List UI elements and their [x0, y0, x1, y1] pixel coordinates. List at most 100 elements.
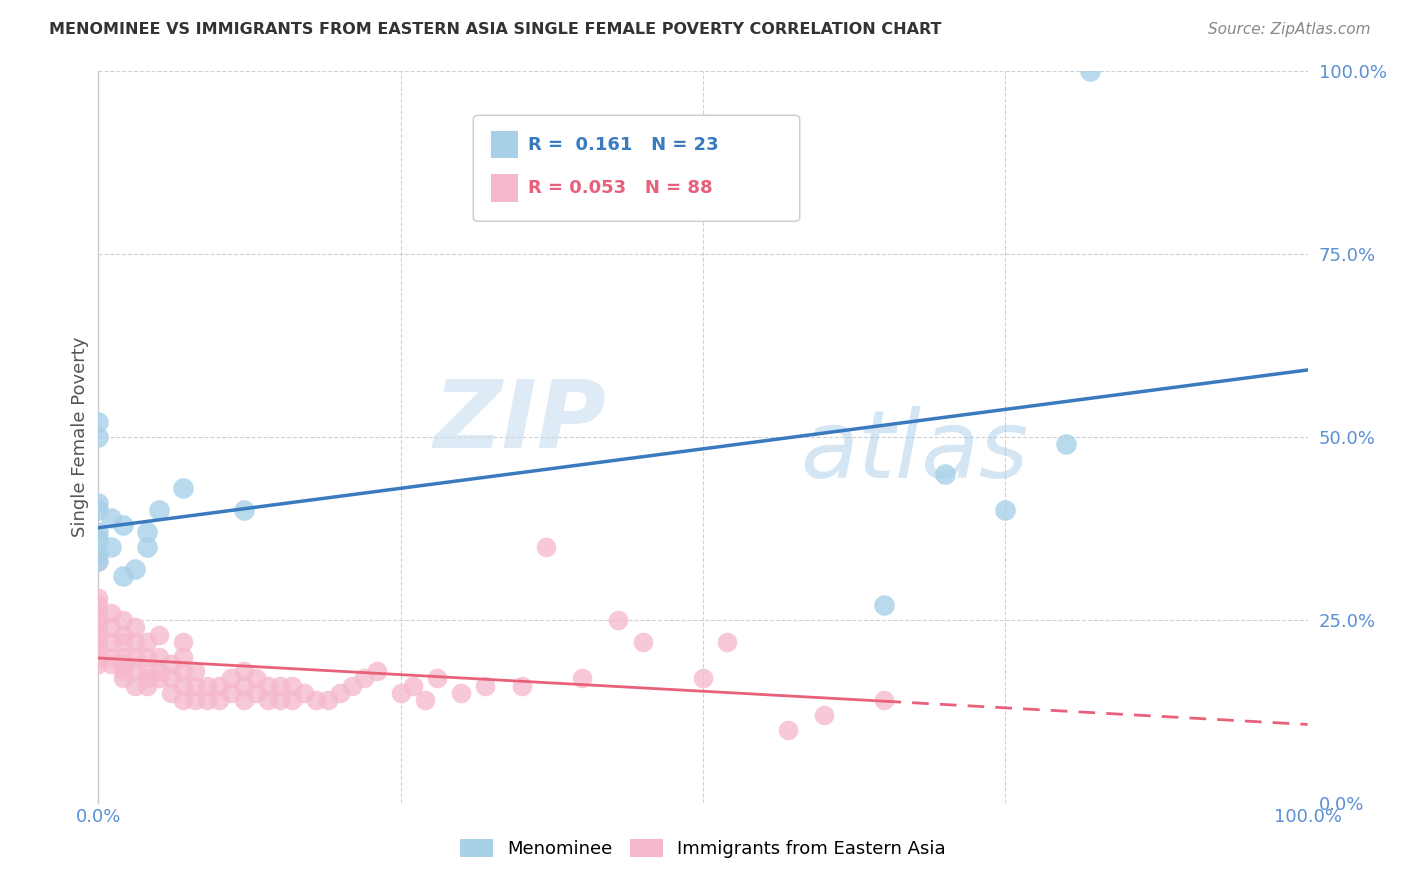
Point	[124, 635, 146, 649]
Point	[111, 657, 134, 671]
Point	[256, 693, 278, 707]
FancyBboxPatch shape	[474, 115, 800, 221]
Point	[873, 599, 896, 613]
Point	[111, 627, 134, 641]
Point	[87, 416, 110, 430]
Point	[292, 686, 315, 700]
Point	[135, 679, 157, 693]
Point	[813, 708, 835, 723]
Point	[87, 533, 110, 547]
Point	[135, 649, 157, 664]
Point	[571, 672, 593, 686]
Point	[716, 635, 738, 649]
Point	[100, 540, 122, 554]
Point	[87, 554, 110, 568]
Point	[100, 606, 122, 620]
Point	[195, 693, 218, 707]
Point	[135, 672, 157, 686]
Point	[172, 635, 194, 649]
Point	[269, 693, 291, 707]
Point	[873, 693, 896, 707]
Point	[124, 679, 146, 693]
Point	[87, 496, 110, 510]
Point	[256, 679, 278, 693]
Point	[148, 627, 170, 641]
Point	[87, 635, 110, 649]
Point	[232, 693, 254, 707]
Point	[994, 503, 1017, 517]
Point	[87, 613, 110, 627]
Point	[281, 693, 304, 707]
Point	[87, 657, 110, 671]
Point	[776, 723, 799, 737]
Point	[111, 672, 134, 686]
Point	[172, 679, 194, 693]
Point	[87, 554, 110, 568]
Point	[221, 672, 243, 686]
Point	[124, 664, 146, 678]
Text: R =  0.161   N = 23: R = 0.161 N = 23	[527, 136, 718, 153]
Point	[366, 664, 388, 678]
FancyBboxPatch shape	[492, 130, 517, 159]
Point	[87, 525, 110, 540]
Point	[342, 679, 364, 693]
Point	[87, 430, 110, 444]
Point	[232, 503, 254, 517]
Point	[100, 620, 122, 634]
Text: MENOMINEE VS IMMIGRANTS FROM EASTERN ASIA SINGLE FEMALE POVERTY CORRELATION CHAR: MENOMINEE VS IMMIGRANTS FROM EASTERN ASI…	[49, 22, 942, 37]
Point	[87, 627, 110, 641]
Text: atlas: atlas	[800, 406, 1028, 497]
Point	[135, 635, 157, 649]
Point	[221, 686, 243, 700]
Point	[172, 693, 194, 707]
Point	[426, 672, 449, 686]
Point	[934, 467, 956, 481]
Point	[607, 613, 630, 627]
Point	[111, 635, 134, 649]
Text: ZIP: ZIP	[433, 376, 606, 468]
Point	[184, 664, 207, 678]
Point	[160, 686, 183, 700]
Point	[148, 672, 170, 686]
Point	[160, 657, 183, 671]
Point	[100, 510, 122, 524]
Point	[124, 620, 146, 634]
Point	[208, 693, 231, 707]
Point	[111, 569, 134, 583]
Point	[245, 672, 267, 686]
Point	[269, 679, 291, 693]
Point	[450, 686, 472, 700]
Point	[172, 481, 194, 495]
FancyBboxPatch shape	[492, 175, 517, 202]
Point	[100, 657, 122, 671]
Legend: Menominee, Immigrants from Eastern Asia: Menominee, Immigrants from Eastern Asia	[451, 830, 955, 867]
Point	[402, 679, 425, 693]
Point	[534, 540, 557, 554]
Point	[87, 620, 110, 634]
Point	[100, 635, 122, 649]
Point	[184, 693, 207, 707]
Point	[184, 679, 207, 693]
Point	[87, 599, 110, 613]
Point	[87, 547, 110, 561]
Point	[1054, 437, 1077, 451]
Point	[316, 693, 339, 707]
Point	[148, 503, 170, 517]
Point	[124, 649, 146, 664]
Point	[245, 686, 267, 700]
Point	[111, 613, 134, 627]
Point	[510, 679, 533, 693]
Point	[474, 679, 496, 693]
Point	[87, 606, 110, 620]
Point	[692, 672, 714, 686]
Point	[281, 679, 304, 693]
Point	[111, 664, 134, 678]
Point	[329, 686, 352, 700]
Point	[87, 591, 110, 605]
Point	[124, 562, 146, 576]
Point	[195, 679, 218, 693]
Point	[413, 693, 436, 707]
Point	[111, 649, 134, 664]
Point	[208, 679, 231, 693]
Point	[631, 635, 654, 649]
